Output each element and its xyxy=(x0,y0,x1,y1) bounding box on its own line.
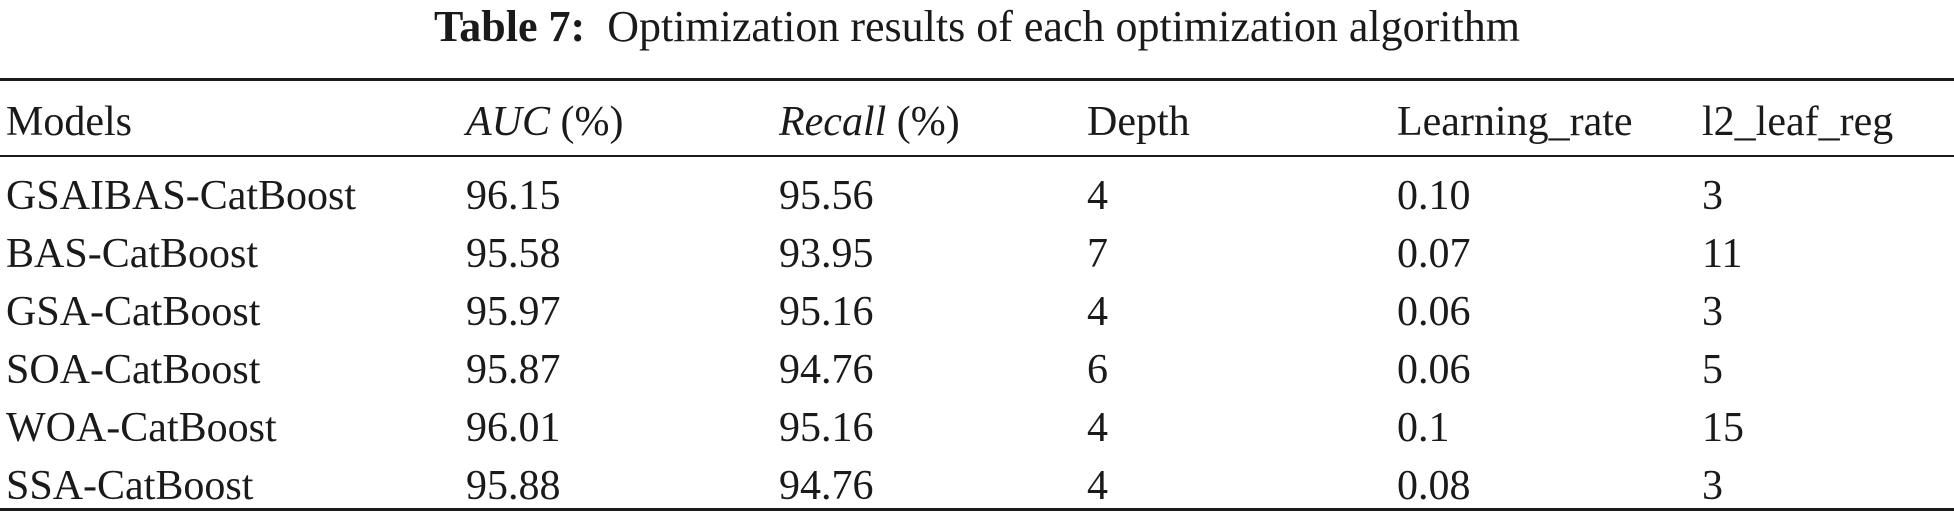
header-auc: AUC (%) xyxy=(466,99,624,145)
cell-recall: 93.95 xyxy=(779,231,874,277)
cell-recall: 95.16 xyxy=(779,289,874,335)
header-learning-rate: Learning_rate xyxy=(1397,99,1633,145)
cell-recall: 95.56 xyxy=(779,173,874,219)
cell-learning-rate: 0.10 xyxy=(1397,173,1471,219)
cell-learning-rate: 0.06 xyxy=(1397,347,1471,393)
cell-l2-leaf-reg: 15 xyxy=(1702,405,1744,451)
results-table: Models AUC (%) Recall (%) Depth Learning… xyxy=(0,81,1954,515)
header-recall: Recall (%) xyxy=(779,99,960,145)
cell-l2-leaf-reg: 5 xyxy=(1702,347,1723,393)
cell-recall: 94.76 xyxy=(779,463,874,509)
table-row: GSA-CatBoost 95.97 95.16 4 0.06 3 xyxy=(0,283,1954,341)
table-top-rule xyxy=(0,78,1954,81)
cell-recall: 95.16 xyxy=(779,405,874,451)
cell-auc: 95.87 xyxy=(466,347,561,393)
cell-recall: 94.76 xyxy=(779,347,874,393)
cell-auc: 95.88 xyxy=(466,463,561,509)
cell-model: GSAIBAS-CatBoost xyxy=(6,173,357,219)
cell-auc: 96.15 xyxy=(466,173,561,219)
cell-l2-leaf-reg: 3 xyxy=(1702,173,1723,219)
header-models: Models xyxy=(6,99,132,145)
table-row: WOA-CatBoost 96.01 95.16 4 0.1 15 xyxy=(0,399,1954,457)
header-depth: Depth xyxy=(1087,99,1190,145)
cell-model: WOA-CatBoost xyxy=(6,405,277,451)
cell-depth: 4 xyxy=(1087,463,1108,509)
table-row: SSA-CatBoost 95.88 94.76 4 0.08 3 xyxy=(0,457,1954,515)
cell-learning-rate: 0.08 xyxy=(1397,463,1471,509)
cell-model: SOA-CatBoost xyxy=(6,347,261,393)
table-header-rule xyxy=(0,155,1954,157)
table-row: BAS-CatBoost 95.58 93.95 7 0.07 11 xyxy=(0,225,1954,283)
cell-auc: 95.58 xyxy=(466,231,561,277)
cell-l2-leaf-reg: 11 xyxy=(1702,231,1743,277)
table-caption-label: Table 7: xyxy=(434,2,586,51)
cell-l2-leaf-reg: 3 xyxy=(1702,463,1723,509)
cell-model: SSA-CatBoost xyxy=(6,463,254,509)
cell-depth: 6 xyxy=(1087,347,1108,393)
cell-auc: 95.97 xyxy=(466,289,561,335)
cell-learning-rate: 0.06 xyxy=(1397,289,1471,335)
table-caption-text: Optimization results of each optimizatio… xyxy=(607,2,1520,51)
table-bottom-rule xyxy=(0,508,1954,511)
header-l2-leaf-reg: l2_leaf_reg xyxy=(1702,99,1894,145)
cell-depth: 7 xyxy=(1087,231,1108,277)
cell-auc: 96.01 xyxy=(466,405,561,451)
table-row: SOA-CatBoost 95.87 94.76 6 0.06 5 xyxy=(0,341,1954,399)
cell-model: BAS-CatBoost xyxy=(6,231,259,277)
cell-learning-rate: 0.1 xyxy=(1397,405,1450,451)
cell-depth: 4 xyxy=(1087,173,1108,219)
cell-depth: 4 xyxy=(1087,405,1108,451)
table-caption: Table 7: Optimization results of each op… xyxy=(0,0,1954,66)
cell-learning-rate: 0.07 xyxy=(1397,231,1471,277)
table-row: GSAIBAS-CatBoost 96.15 95.56 4 0.10 3 xyxy=(0,159,1954,225)
table-header-row: Models AUC (%) Recall (%) Depth Learning… xyxy=(0,81,1954,159)
cell-depth: 4 xyxy=(1087,289,1108,335)
cell-l2-leaf-reg: 3 xyxy=(1702,289,1723,335)
cell-model: GSA-CatBoost xyxy=(6,289,261,335)
